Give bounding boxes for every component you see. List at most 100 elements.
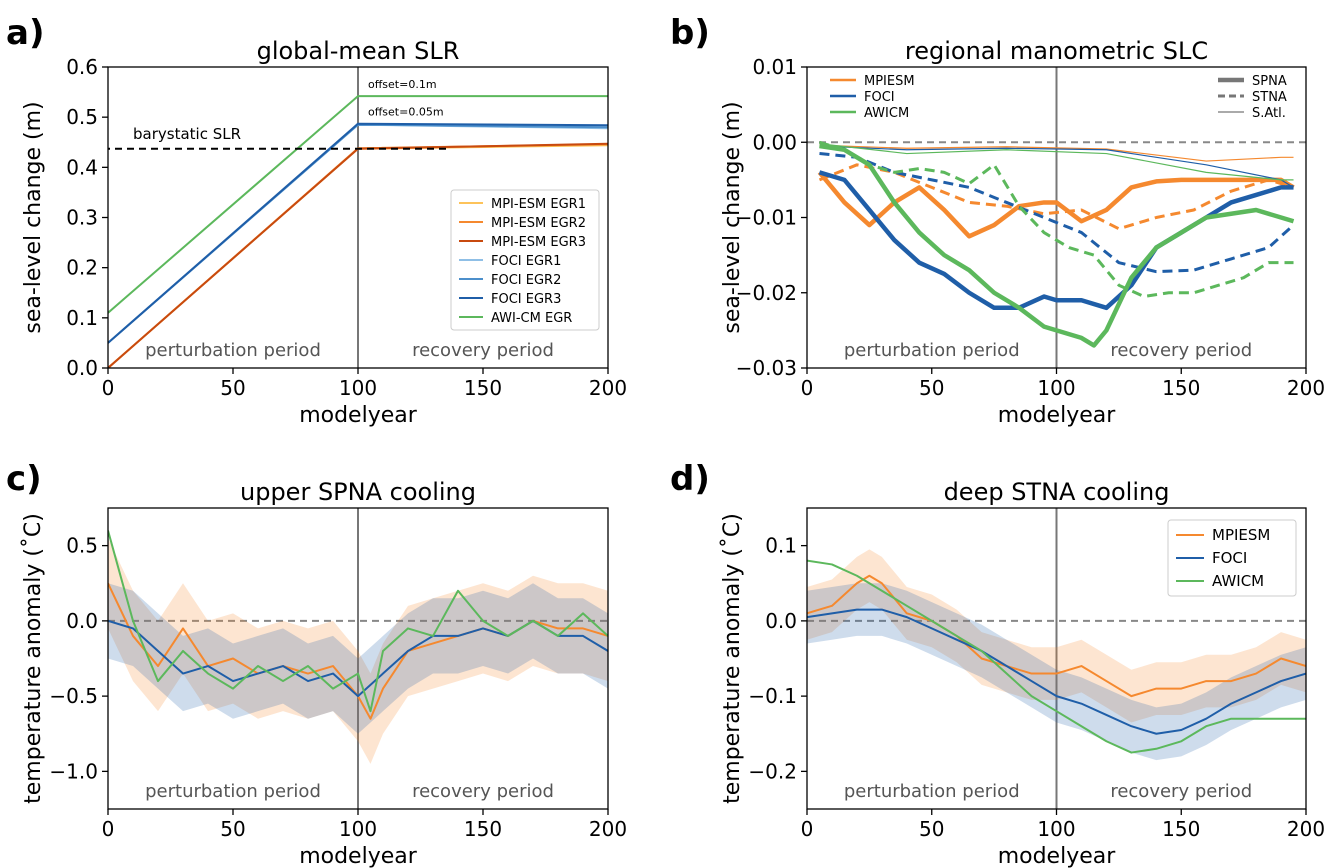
- x-tick-label: 0: [102, 817, 115, 841]
- x-tick-label: 100: [339, 376, 377, 400]
- y-tick-label: −0.5: [49, 684, 98, 708]
- legend-label: AWICM: [1212, 572, 1264, 590]
- y-tick-label: 0.1: [66, 306, 98, 330]
- series-band-mpiesm: [108, 538, 608, 764]
- plot-area: [108, 67, 608, 368]
- offset-annotation: offset=0.1m: [368, 78, 437, 91]
- legend-label: FOCI EGR2: [491, 273, 561, 288]
- plot-area: [807, 508, 1306, 809]
- y-tick-label: 0.5: [66, 105, 98, 129]
- y-tick-label: 0.0: [66, 356, 98, 380]
- y-axis-label: temperature anomaly (˚C): [21, 513, 46, 804]
- y-tick-label: 0.3: [66, 206, 98, 230]
- x-tick-label: 50: [919, 817, 944, 841]
- y-tick-label: 0.4: [66, 155, 98, 179]
- plot-area: [108, 508, 608, 809]
- x-axis-label: modelyear: [998, 403, 1117, 428]
- series-line-mpiesm: [807, 574, 1306, 698]
- legend-label: MPI-ESM EGR3: [491, 235, 586, 250]
- chart-panel-d: d) deep STNA cooling perturbation period re…: [670, 459, 1325, 868]
- series-line-awicm: [807, 559, 1306, 754]
- y-tick-label: −0.2: [748, 759, 797, 783]
- legend-label: AWICM: [864, 106, 909, 121]
- series-line-awicm-stna: [819, 140, 1294, 299]
- y-tick-label: −0.1: [748, 684, 797, 708]
- x-tick-label: 0: [102, 376, 115, 400]
- legend-box: [1167, 519, 1297, 597]
- y-tick-label: 0.2: [66, 256, 98, 280]
- x-tick-label: 200: [1287, 376, 1325, 400]
- legend-label: FOCI EGR1: [491, 254, 561, 269]
- legend-label: FOCI: [1212, 549, 1247, 567]
- legend-label: FOCI: [864, 90, 895, 105]
- panel-letter: c): [6, 459, 42, 499]
- legend-label: S.Atl.: [1252, 106, 1286, 121]
- legend-label: AWI-CM EGR: [491, 311, 572, 326]
- legend-label: MPI-ESM EGR1: [491, 197, 586, 212]
- x-tick-label: 100: [1037, 376, 1075, 400]
- chart-title: deep STNA cooling: [944, 478, 1170, 506]
- x-axis-label: modelyear: [299, 844, 418, 868]
- legend-label: STNA: [1252, 90, 1287, 105]
- y-tick-label: −0.02: [736, 281, 797, 305]
- x-tick-label: 50: [220, 817, 245, 841]
- x-tick-label: 100: [1037, 817, 1075, 841]
- series-line-awicm-satl: [819, 143, 1294, 181]
- x-tick-label: 150: [1162, 376, 1200, 400]
- series-line-awicm: [108, 530, 608, 713]
- x-tick-label: 200: [589, 376, 627, 400]
- series-line-foci-egr3: [108, 122, 608, 344]
- perturbation-label: perturbation period: [145, 340, 321, 361]
- x-axis-label: modelyear: [998, 844, 1117, 868]
- x-tick-label: 200: [589, 817, 627, 841]
- offset-annotation: offset=0.05m: [368, 106, 444, 119]
- panel-letter: d): [670, 459, 710, 499]
- y-tick-label: −1.0: [49, 759, 98, 783]
- series-line-awi-cm-egr: [108, 95, 608, 314]
- y-tick-label: 0.5: [66, 534, 98, 558]
- series-line-foci: [807, 608, 1306, 735]
- x-tick-label: 0: [801, 817, 814, 841]
- legend-box: [450, 189, 600, 331]
- chart-title: upper SPNA cooling: [240, 478, 476, 506]
- y-axis-label: sea-level change (m): [720, 101, 745, 333]
- series-line-mpiesm-spna: [817, 170, 1295, 239]
- x-tick-label: 150: [464, 376, 502, 400]
- series-line-mpiesm-satl: [819, 144, 1294, 162]
- recovery-label: recovery period: [1110, 781, 1252, 802]
- plot-area: [807, 67, 1306, 368]
- panel-letter: b): [670, 13, 710, 53]
- y-tick-label: 0.1: [765, 534, 797, 558]
- y-tick-label: 0.01: [752, 55, 797, 79]
- perturbation-label: perturbation period: [844, 340, 1020, 361]
- recovery-label: recovery period: [412, 340, 554, 361]
- y-tick-label: −0.01: [736, 206, 797, 230]
- panel-letter: a): [6, 13, 44, 53]
- legend-label: FOCI EGR3: [491, 292, 561, 307]
- x-tick-label: 100: [339, 817, 377, 841]
- series-line-foci-spna: [818, 170, 1294, 311]
- y-axis-label: sea-level change (m): [21, 101, 46, 333]
- legend-label: MPIESM: [1212, 526, 1270, 544]
- x-tick-label: 150: [464, 817, 502, 841]
- series-line-awicm-spna: [819, 143, 1295, 348]
- legend-label: MPI-ESM EGR2: [491, 216, 586, 231]
- y-tick-label: 0.00: [752, 130, 797, 154]
- chart-panel-b: b) regional manometric SLC perturbation pe…: [670, 13, 1325, 428]
- x-tick-label: 50: [919, 376, 944, 400]
- chart-panel-a: a) global-mean SLR perturbation period reco…: [6, 13, 627, 428]
- chart-panel-c: c) upper SPNA cooling perturbation period r…: [6, 459, 627, 868]
- legend-label: SPNA: [1252, 74, 1287, 89]
- y-tick-label: 0.0: [66, 609, 98, 633]
- y-tick-label: −0.03: [736, 356, 797, 380]
- perturbation-label: perturbation period: [145, 781, 321, 802]
- chart-title: global-mean SLR: [257, 37, 460, 65]
- x-tick-label: 200: [1287, 817, 1325, 841]
- x-tick-label: 150: [1162, 817, 1200, 841]
- y-tick-label: 0.0: [765, 609, 797, 633]
- x-tick-label: 0: [801, 376, 814, 400]
- x-tick-label: 50: [220, 376, 245, 400]
- recovery-label: recovery period: [1110, 340, 1252, 361]
- y-axis-label: temperature anomaly (˚C): [720, 513, 745, 804]
